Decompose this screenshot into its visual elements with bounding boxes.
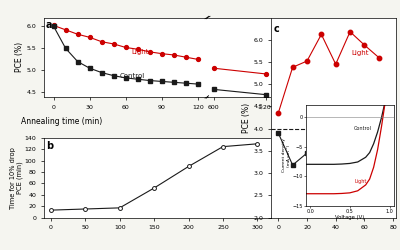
Text: Control: Control	[120, 73, 145, 79]
Text: Annealing time (min): Annealing time (min)	[21, 117, 103, 126]
Text: Light: Light	[352, 50, 369, 56]
Y-axis label: Time for 10% drop
PCE (min): Time for 10% drop PCE (min)	[10, 147, 23, 209]
Y-axis label: PCE (%): PCE (%)	[15, 42, 24, 72]
Text: c: c	[274, 24, 279, 34]
Text: Light: Light	[132, 49, 149, 55]
Text: b: b	[46, 140, 53, 150]
Text: a: a	[46, 20, 52, 30]
Y-axis label: PCE (%): PCE (%)	[242, 102, 251, 132]
Text: Control: Control	[352, 179, 377, 185]
